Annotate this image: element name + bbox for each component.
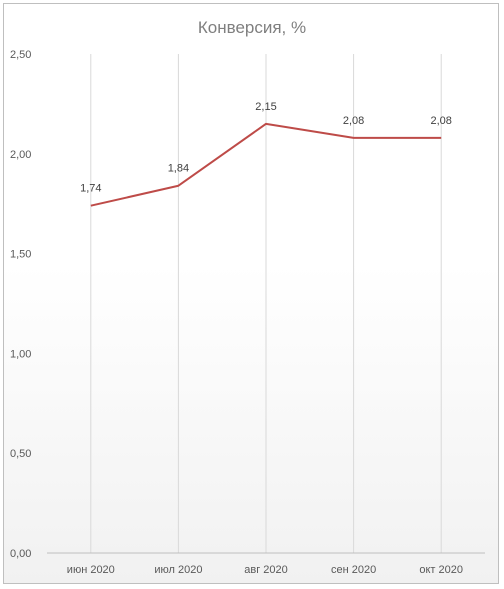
y-tick-label: 0,50 <box>10 448 31 460</box>
data-labels: 1,74 1,84 2,15 2,08 2,08 <box>80 101 452 195</box>
x-axis-ticks: июн 2020 июл 2020 авг 2020 сен 2020 окт 2020 <box>67 564 463 576</box>
x-tick-label: июл 2020 <box>154 564 202 576</box>
series-line <box>90 122 442 207</box>
y-tick-label: 2,50 <box>10 49 31 61</box>
chart-frame <box>3 3 499 584</box>
chart-title: Конверсия, % <box>198 18 306 37</box>
x-tick-label: авг 2020 <box>244 564 288 576</box>
x-tick-label: окт 2020 <box>419 564 463 576</box>
gridlines <box>47 54 485 554</box>
y-axis-ticks: 0,00 0,50 1,00 1,50 2,00 2,50 <box>10 49 31 560</box>
data-label: 2,08 <box>430 115 451 127</box>
y-tick-label: 1,50 <box>10 249 31 261</box>
y-tick-label: 1,00 <box>10 348 31 360</box>
x-tick-label: июн 2020 <box>67 564 115 576</box>
x-tick-label: сен 2020 <box>331 564 376 576</box>
y-tick-label: 0,00 <box>10 548 31 560</box>
y-tick-label: 2,00 <box>10 149 31 161</box>
data-label: 1,84 <box>168 163 189 175</box>
data-label: 2,15 <box>255 101 276 113</box>
data-label: 2,08 <box>343 115 364 127</box>
data-label: 1,74 <box>80 183 101 195</box>
